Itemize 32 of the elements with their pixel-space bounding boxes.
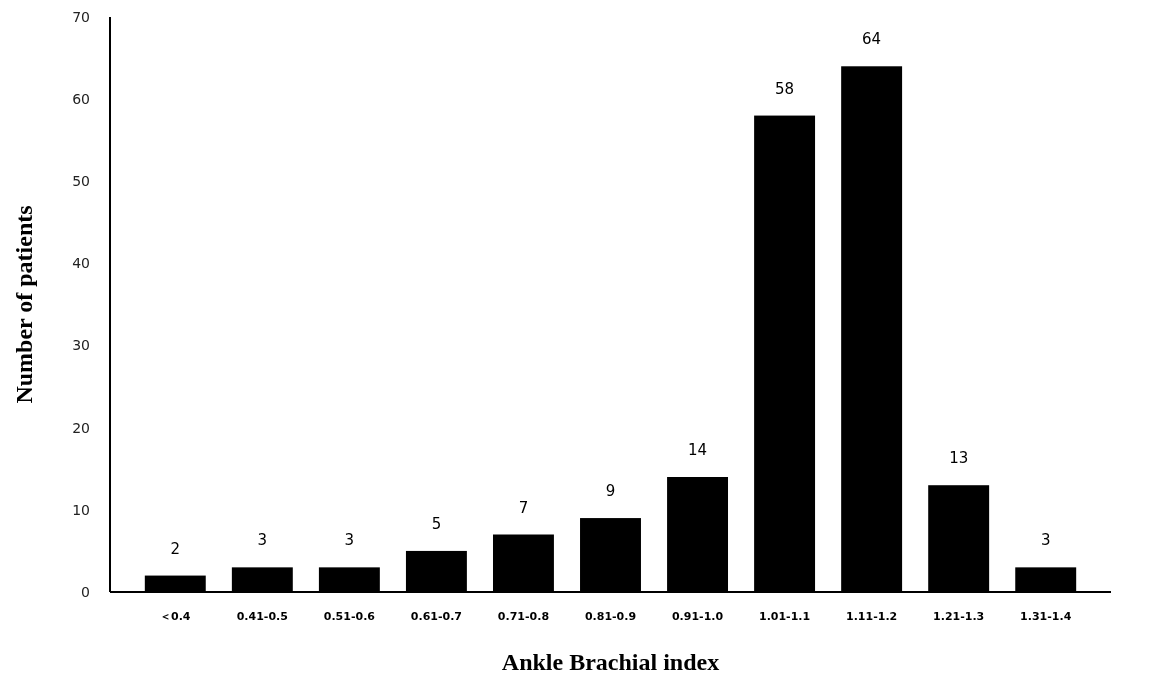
x-tick-label: 0.41-0.5	[236, 609, 288, 623]
x-tick-label: 0.51-0.6	[323, 609, 376, 623]
x-tick-label: 1.11-1.2	[846, 609, 898, 623]
data-label: 64	[862, 30, 882, 49]
data-label: 3	[1040, 531, 1051, 550]
data-label: 14	[688, 441, 708, 459]
data-label: 2	[170, 539, 181, 558]
y-axis-title: Number of patients	[11, 205, 37, 404]
x-tick-label: 0.91-1.0	[671, 609, 724, 623]
x-tick-label: ＜0.4	[160, 609, 191, 623]
x-tick-label: 0.71-0.8	[497, 609, 550, 623]
data-label: 9	[605, 482, 616, 501]
x-axis-title: Ankle Brachial index	[501, 649, 720, 675]
y-tick-label: 50	[72, 173, 90, 190]
data-label: 13	[949, 449, 969, 468]
data-label: 7	[518, 498, 529, 517]
x-tick-label: 0.61-0.7	[410, 609, 463, 623]
y-tick-label: 70	[72, 8, 90, 25]
data-label: 5	[431, 514, 442, 533]
x-tick-label: 1.21-1.3	[933, 609, 985, 623]
y-tick-label: 20	[72, 419, 90, 436]
y-tick-label: 40	[72, 255, 90, 272]
y-tick-label: 60	[72, 91, 90, 108]
data-label: 3	[344, 531, 355, 550]
y-tick-label: 30	[72, 337, 90, 354]
x-tick-label: 0.81-0.9	[584, 609, 637, 623]
data-label: 3	[257, 531, 268, 550]
x-tick-label: 1.31-1.4	[1020, 609, 1072, 623]
y-tick-label: 10	[72, 501, 90, 518]
x-tick-label: 1.01-1.1	[758, 609, 811, 623]
data-label: 58	[775, 79, 795, 98]
y-tick-label: 0	[81, 583, 90, 600]
